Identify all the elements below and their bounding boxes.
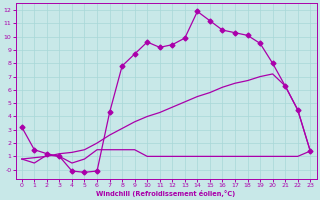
X-axis label: Windchill (Refroidissement éolien,°C): Windchill (Refroidissement éolien,°C) <box>96 190 236 197</box>
